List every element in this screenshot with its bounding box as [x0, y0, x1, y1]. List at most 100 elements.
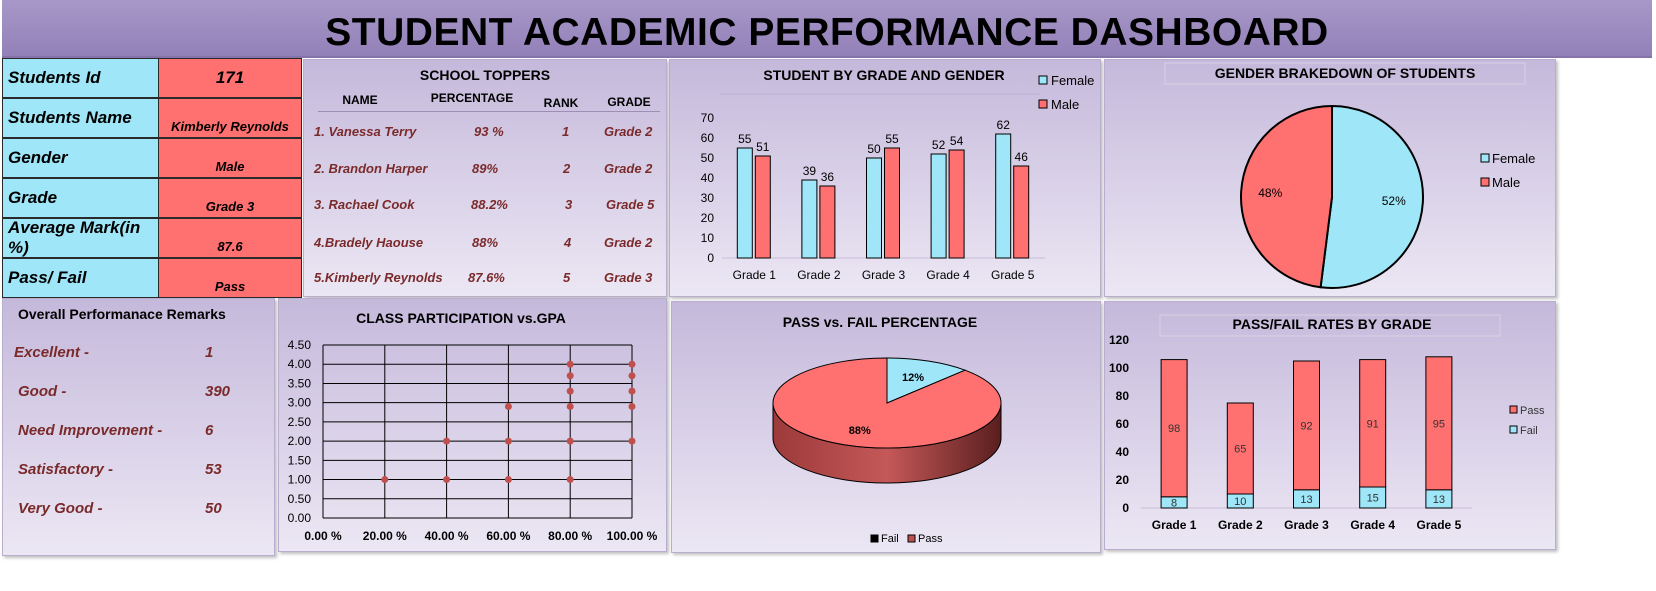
topper-5-rank: 5: [563, 270, 571, 285]
legend-label-female: Female: [1492, 151, 1535, 166]
y-tick-label: 100: [1109, 361, 1129, 375]
student-info-card: Students Id 171 Students Name Kimberly R…: [2, 58, 302, 298]
legend-label-pass: Pass: [1520, 405, 1545, 417]
scatter-point: [628, 387, 636, 395]
y-tick-label: 50: [701, 151, 715, 165]
data-label: 92: [1300, 420, 1312, 432]
topper-5-name: 5.Kimberly Reynolds: [314, 270, 443, 285]
y-tick-label: 120: [1109, 333, 1129, 347]
pie-slice-pass: [772, 357, 1002, 449]
y-tick-label: 80: [1116, 389, 1130, 403]
bar-male-grade-1: [754, 155, 771, 259]
scatter-point: [566, 437, 574, 445]
scatter-point: [566, 387, 574, 395]
scatter-point: [443, 476, 451, 484]
school-toppers-panel: SCHOOL TOPPERS NAME PERCENTAGE RANK GRAD…: [303, 59, 667, 297]
remarks-title: Overall Performanace Remarks: [18, 306, 226, 322]
legend-swatch-pass: [907, 534, 916, 543]
data-label: 55: [738, 132, 752, 146]
scatter-point: [504, 403, 512, 411]
y-tick-label: 60: [701, 131, 715, 145]
chart-title: GENDER BRAKEDOWN OF STUDENTS: [1215, 65, 1476, 81]
x-tick-label: Grade 2: [797, 268, 841, 282]
remark-good-label: Good -: [18, 383, 67, 400]
bar-female-grade-5: [995, 133, 1012, 259]
legend-swatch-female: [1480, 153, 1490, 163]
bar-female-grade-1: [736, 147, 753, 259]
x-tick-label: Grade 4: [1350, 518, 1395, 532]
x-tick-label: 20.00 %: [363, 529, 407, 543]
student-name-label: Students Name: [2, 98, 159, 138]
toppers-header-grade: GRADE: [607, 95, 651, 109]
remark-very-good-label: Very Good -: [18, 500, 103, 517]
y-tick-label: 4.00: [288, 357, 312, 371]
legend-label-fail: Fail: [1520, 425, 1538, 437]
remark-need-improvement-count: 6: [205, 422, 214, 439]
bar-pass-grade-4: [1359, 359, 1387, 488]
gender-breakdown-panel: GENDER BRAKEDOWN OF STUDENTS 52% 48% Female…: [1104, 59, 1556, 297]
y-tick-label: 40: [701, 171, 715, 185]
chart-title: PASS vs. FAIL PERCENTAGE: [783, 314, 978, 330]
bar-female-grade-3: [866, 157, 882, 259]
grade-gender-panel: STUDENT BY GRADE AND GENDER 0 10 20 30 40 50 60…: [669, 59, 1101, 297]
grade-label: Grade: [2, 178, 159, 218]
bar-male-grade-3: [884, 147, 900, 259]
topper-4-grade: Grade 2: [604, 235, 653, 250]
chart-title: PASS/FAIL RATES BY GRADE: [1233, 316, 1432, 332]
x-tick-label: 80.00 %: [548, 529, 592, 543]
bar-female-grade-4: [930, 153, 947, 259]
y-tick-label: 1.00: [288, 473, 312, 487]
topper-1-rank: 1: [562, 124, 570, 139]
x-tick-label: Grade 3: [862, 268, 906, 282]
y-tick-label: 20: [701, 211, 715, 225]
legend-label-male: Male: [1051, 97, 1079, 112]
remark-very-good-count: 50: [205, 500, 222, 517]
chart-title: STUDENT BY GRADE AND GENDER: [763, 67, 1004, 83]
y-tick-label: 0.50: [288, 492, 312, 506]
legend-label-fail: Fail: [881, 533, 899, 545]
pass-fail-panel: PASS vs. FAIL PERCENTAGE 12% 88% Fail Pass: [671, 301, 1101, 553]
legend-swatch-pass: [1509, 405, 1518, 414]
data-label: 51: [756, 140, 770, 154]
legend-swatch-fail: [1509, 425, 1518, 434]
legend-swatch-fail: [870, 534, 879, 543]
y-tick-label: 10: [701, 231, 715, 245]
x-tick-label: 60.00 %: [486, 529, 530, 543]
x-tick-label: Grade 5: [991, 268, 1035, 282]
bar-pass-grade-3: [1293, 360, 1320, 491]
scatter-point: [381, 476, 389, 484]
topper-2-name: 2. Brandon Harper: [314, 161, 428, 176]
legend-swatch-male: [1038, 99, 1048, 109]
topper-4-percentage: 88%: [472, 235, 499, 250]
topper-2-grade: Grade 2: [604, 161, 653, 176]
remark-satisfactory-count: 53: [205, 461, 222, 478]
gender-value: Male: [158, 138, 302, 178]
data-label: 8: [1171, 497, 1177, 509]
legend-swatch-female: [1038, 75, 1048, 85]
scatter-point: [504, 437, 512, 445]
y-tick-label: 70: [701, 111, 715, 125]
data-label: 98: [1168, 423, 1180, 435]
y-tick-label: 20: [1116, 473, 1130, 487]
x-tick-label: 0.00 %: [304, 529, 342, 543]
page-title: STUDENT ACADEMIC PERFORMANCE DASHBOARD: [325, 11, 1329, 54]
pie-slice-fail: [886, 357, 967, 404]
data-label: 62: [997, 118, 1011, 132]
slice-label: 88%: [849, 425, 871, 437]
topper-4-rank: 4: [564, 235, 572, 250]
gender-label: Gender: [2, 138, 159, 178]
bar-male-grade-4: [948, 149, 965, 259]
toppers-title: SCHOOL TOPPERS: [419, 67, 551, 83]
topper-3-percentage: 88.2%: [471, 197, 508, 212]
scatter-point: [628, 437, 636, 445]
scatter-point: [628, 360, 636, 368]
title-bar: STUDENT ACADEMIC PERFORMANCE DASHBOARD: [2, 0, 1652, 58]
data-label: 91: [1367, 418, 1379, 430]
grade-gender-chart: STUDENT BY GRADE AND GENDER 0 10 20 30 40 50 60…: [701, 67, 1095, 282]
bar-male-grade-2: [819, 185, 836, 259]
remark-good-count: 390: [205, 383, 231, 400]
data-label: 46: [1015, 150, 1029, 164]
y-tick-label: 40: [1116, 445, 1130, 459]
title-frame: [1164, 62, 1526, 85]
scatter-point: [566, 403, 574, 411]
